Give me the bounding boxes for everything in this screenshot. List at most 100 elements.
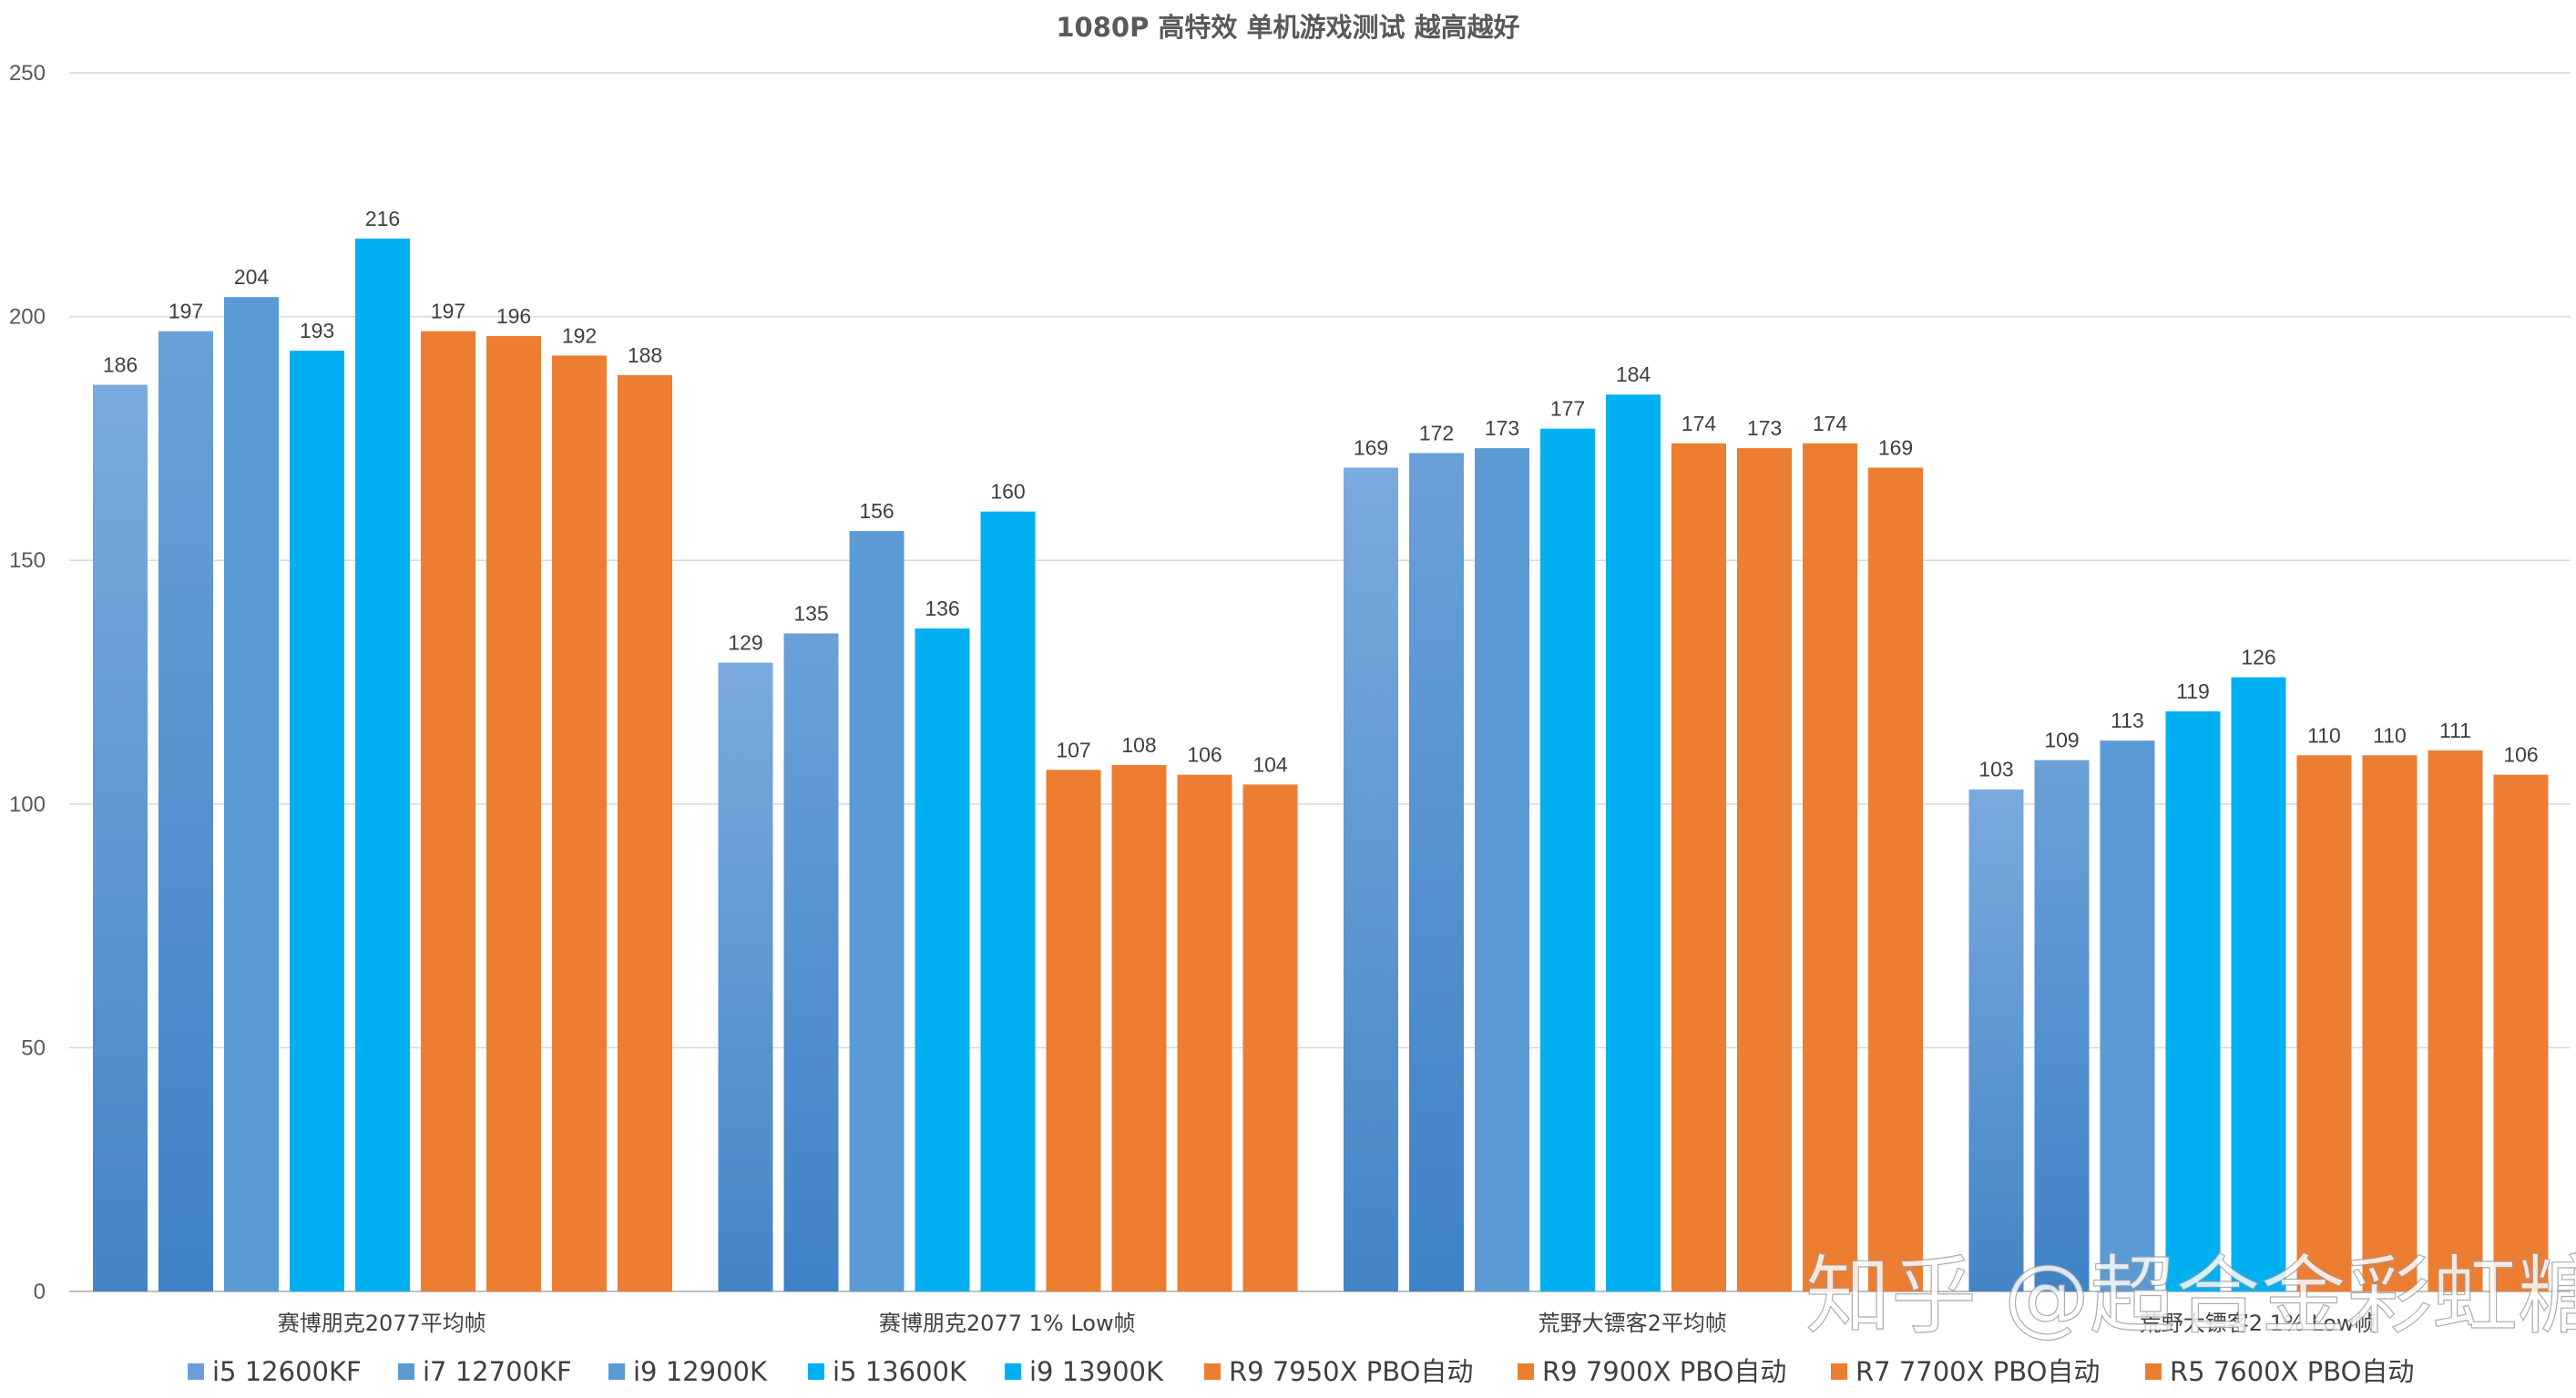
legend: i5 12600KF i7 12700KF i9 12900K i5 13600K i9… — [188, 1356, 2414, 1387]
legend-swatch — [2145, 1363, 2162, 1380]
data-label: 172 — [1419, 421, 1454, 444]
data-label: 169 — [1878, 436, 1913, 460]
data-label: 135 — [793, 601, 828, 625]
bar — [1177, 774, 1232, 1291]
y-axis: 0 50 100 150 200 250 — [9, 61, 46, 1304]
data-label: 156 — [859, 499, 894, 523]
legend-swatch — [398, 1363, 414, 1380]
data-label: 136 — [925, 597, 959, 620]
bar — [1111, 764, 1167, 1291]
y-tick-label: 250 — [9, 61, 46, 86]
data-label: 204 — [234, 265, 270, 289]
data-label: 160 — [990, 480, 1025, 504]
data-label: 193 — [300, 319, 334, 342]
bar — [1540, 428, 1595, 1291]
bar — [2296, 755, 2352, 1291]
legend-label: i9 12900K — [633, 1356, 768, 1387]
bar — [1868, 467, 1923, 1291]
bar — [1803, 443, 1857, 1291]
bar — [1344, 467, 1398, 1291]
bar — [158, 331, 213, 1291]
data-label: 129 — [728, 631, 762, 655]
chart-title: 1080P 高特效 单机游戏测试 越高越好 — [1056, 12, 1519, 43]
legend-label: i7 12700KF — [423, 1356, 572, 1387]
legend-item: i7 12700KF — [398, 1356, 572, 1387]
legend-label: R9 7950X PBO自动 — [1229, 1356, 1473, 1387]
y-tick-label: 50 — [21, 1036, 46, 1060]
bar — [552, 355, 607, 1291]
legend-swatch — [1831, 1363, 1847, 1380]
legend-swatch — [1204, 1363, 1221, 1380]
legend-item: R5 7600X PBO自动 — [2145, 1356, 2414, 1387]
legend-label: R7 7700X PBO自动 — [1855, 1356, 2100, 1387]
bar — [1409, 453, 1464, 1291]
legend-label: R9 7900X PBO自动 — [1542, 1356, 1786, 1387]
data-label: 192 — [562, 323, 597, 347]
legend-swatch — [808, 1363, 824, 1380]
legend-swatch — [1518, 1363, 1534, 1380]
y-tick-label: 150 — [9, 548, 46, 573]
data-label: 173 — [1485, 416, 1519, 440]
legend-item: i5 13600K — [808, 1356, 967, 1387]
data-label: 107 — [1056, 738, 1090, 761]
y-tick-label: 200 — [9, 305, 46, 330]
bars: 186 197 204 193 216 197 196 192 188 129 135 156 136 1… — [93, 207, 2549, 1292]
legend-item: i9 13900K — [1005, 1356, 1164, 1387]
bar — [224, 297, 279, 1291]
data-label: 197 — [431, 300, 465, 323]
bar — [2231, 677, 2286, 1291]
bar — [2493, 774, 2549, 1291]
bar — [421, 331, 475, 1291]
data-label: 106 — [2503, 743, 2538, 767]
data-label: 169 — [1354, 436, 1388, 460]
data-label: 174 — [1813, 412, 1848, 435]
data-label: 106 — [1187, 743, 1222, 767]
data-label: 184 — [1616, 362, 1651, 386]
data-label: 108 — [1121, 733, 1156, 757]
x-axis: 赛博朋克2077平均帧 赛博朋克2077 1% Low帧 荒野大镖客2平均帧 荒野大镖… — [278, 1311, 2377, 1336]
bar — [2100, 740, 2155, 1291]
bar — [290, 351, 344, 1292]
data-label: 197 — [169, 300, 203, 323]
y-tick-label: 100 — [9, 792, 46, 817]
bar — [980, 511, 1036, 1291]
bar — [2362, 755, 2418, 1291]
legend-label: i5 12600KF — [212, 1356, 362, 1387]
data-label: 110 — [2373, 723, 2407, 747]
data-label: 111 — [2439, 719, 2471, 742]
legend-swatch — [1005, 1363, 1021, 1380]
bar — [2165, 711, 2221, 1291]
x-tick-label: 荒野大镖客2平均帧 — [1538, 1311, 1727, 1336]
x-tick-label: 赛博朋克2077 1% Low帧 — [879, 1311, 1136, 1336]
data-label: 173 — [1747, 416, 1782, 440]
legend-item: R9 7950X PBO自动 — [1204, 1356, 1473, 1387]
y-tick-label: 0 — [34, 1280, 46, 1304]
bar — [618, 374, 672, 1292]
bar — [783, 633, 839, 1291]
watermark: 知乎 @超合金彩虹糖 — [1805, 1247, 2576, 1346]
bar — [355, 238, 410, 1291]
bar — [1046, 770, 1101, 1291]
legend-label: R5 7600X PBO自动 — [2170, 1356, 2414, 1387]
bar — [1475, 448, 1529, 1291]
bar — [1671, 443, 1726, 1291]
data-label: 126 — [2241, 646, 2275, 669]
bar — [1737, 448, 1792, 1291]
bar — [1968, 789, 2024, 1291]
legend-label: i5 13600K — [833, 1356, 967, 1387]
x-tick-label: 荒野大镖客2 1% Low帧 — [2140, 1311, 2377, 1336]
bar — [849, 531, 905, 1291]
legend-item: i9 12900K — [608, 1356, 768, 1387]
bar — [915, 628, 970, 1291]
data-label: 103 — [1978, 758, 2013, 781]
bar — [93, 384, 148, 1291]
data-label: 174 — [1682, 412, 1717, 435]
bar — [2034, 760, 2090, 1291]
data-label: 110 — [2307, 723, 2341, 747]
bar — [718, 662, 773, 1291]
legend-swatch — [188, 1363, 204, 1380]
data-label: 188 — [628, 343, 662, 367]
data-label: 177 — [1550, 397, 1585, 421]
data-label: 196 — [496, 304, 531, 328]
